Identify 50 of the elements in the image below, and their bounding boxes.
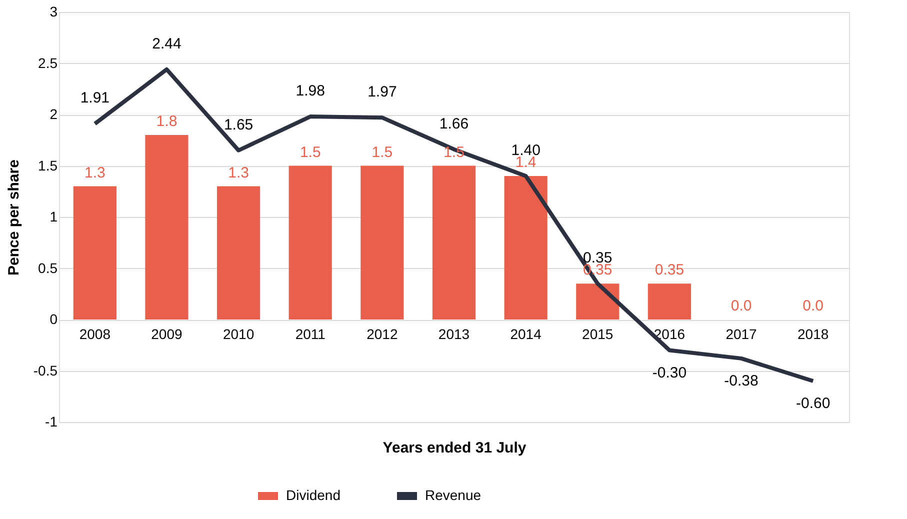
data-label: 1.65 (224, 116, 254, 134)
x-tick-label: 2013 (438, 326, 470, 342)
data-label: 1.4 (515, 154, 536, 171)
data-label: 1.91 (80, 90, 110, 107)
data-label: -0.60 (796, 395, 830, 412)
data-label: 1.98 (296, 82, 325, 100)
data-label: 1.5 (300, 144, 321, 161)
y-tick-label: 1.5 (38, 157, 58, 174)
x-tick-label: 2011 (295, 326, 326, 342)
data-label: 1.3 (84, 164, 106, 182)
data-label: 2.44 (152, 35, 182, 52)
y-axis-title: Pence per share (5, 160, 22, 276)
y-tick-label: 0.5 (38, 260, 58, 276)
data-label: 1.97 (368, 84, 397, 101)
legend-label: Revenue (425, 487, 482, 503)
data-label: 1.8 (156, 113, 178, 130)
bar (432, 166, 476, 320)
bar (360, 166, 404, 320)
y-tick-label: 0 (50, 311, 58, 327)
bar (217, 186, 260, 320)
bar (73, 186, 116, 320)
y-tick-label: -0.5 (33, 362, 58, 378)
x-tick-label: 2012 (366, 326, 398, 342)
bar (288, 166, 332, 320)
x-tick-label: 2008 (79, 326, 111, 342)
x-tick-label: 2018 (798, 326, 829, 342)
x-tick-label: 2017 (726, 326, 758, 342)
x-tick-label: 2009 (151, 326, 183, 342)
y-tick-label: 3 (50, 4, 58, 20)
x-tick-label: 2015 (582, 326, 614, 342)
data-label: -0.38 (724, 372, 758, 390)
bar (145, 135, 188, 320)
y-tick-label: -1 (45, 414, 58, 430)
data-label: 0.0 (730, 298, 752, 314)
data-label: -0.30 (652, 364, 687, 382)
data-label: 0.0 (802, 298, 824, 314)
data-label: 0.35 (654, 262, 684, 279)
x-axis-title: Years ended 31 July (382, 440, 527, 456)
data-label: 1.5 (372, 144, 393, 161)
y-tick-label: 2 (50, 106, 58, 122)
bar (648, 284, 691, 320)
y-tick-label: 2.5 (38, 54, 58, 71)
bar (576, 284, 620, 320)
x-tick-label: 2010 (222, 326, 254, 342)
x-tick-label: 2014 (510, 326, 542, 342)
y-tick-label: 1 (50, 208, 58, 224)
bar (504, 176, 548, 320)
data-label: 1.3 (228, 164, 249, 182)
legend-label: Dividend (286, 487, 340, 503)
data-label: 1.66 (439, 115, 469, 132)
